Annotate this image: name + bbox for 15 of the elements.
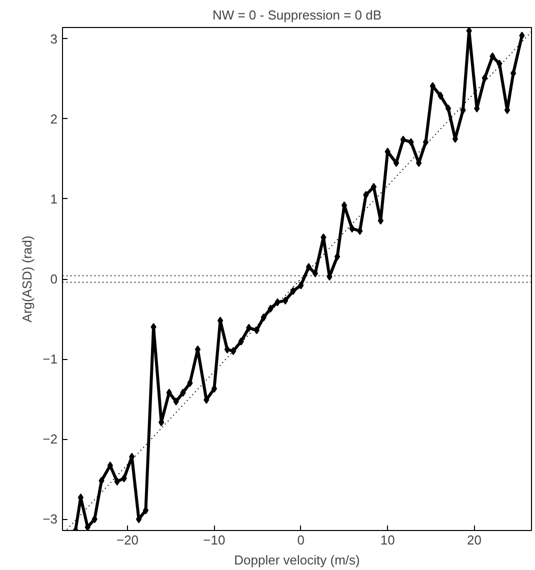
x-tick-label: −10 xyxy=(203,532,226,548)
x-axis-title: Doppler velocity (m/s) xyxy=(234,552,360,568)
x-tick-label: 20 xyxy=(467,532,482,548)
y-tick-label: 3 xyxy=(50,31,58,46)
y-axis-title: Arg(ASD) (rad) xyxy=(20,236,35,322)
x-tick-label: 10 xyxy=(380,532,395,548)
y-tick-label: −3 xyxy=(42,512,58,527)
y-tick-label: 0 xyxy=(50,272,58,286)
x-tick-label: 0 xyxy=(297,532,305,548)
y-tick-label: −2 xyxy=(42,432,58,447)
y-tick-label: 1 xyxy=(50,191,58,206)
y-tick-label: 2 xyxy=(50,111,58,126)
chart-title: NW = 0 - Suppression = 0 dB xyxy=(212,8,382,22)
x-tick-label: −20 xyxy=(116,532,139,548)
y-tick-label: −1 xyxy=(42,352,58,367)
